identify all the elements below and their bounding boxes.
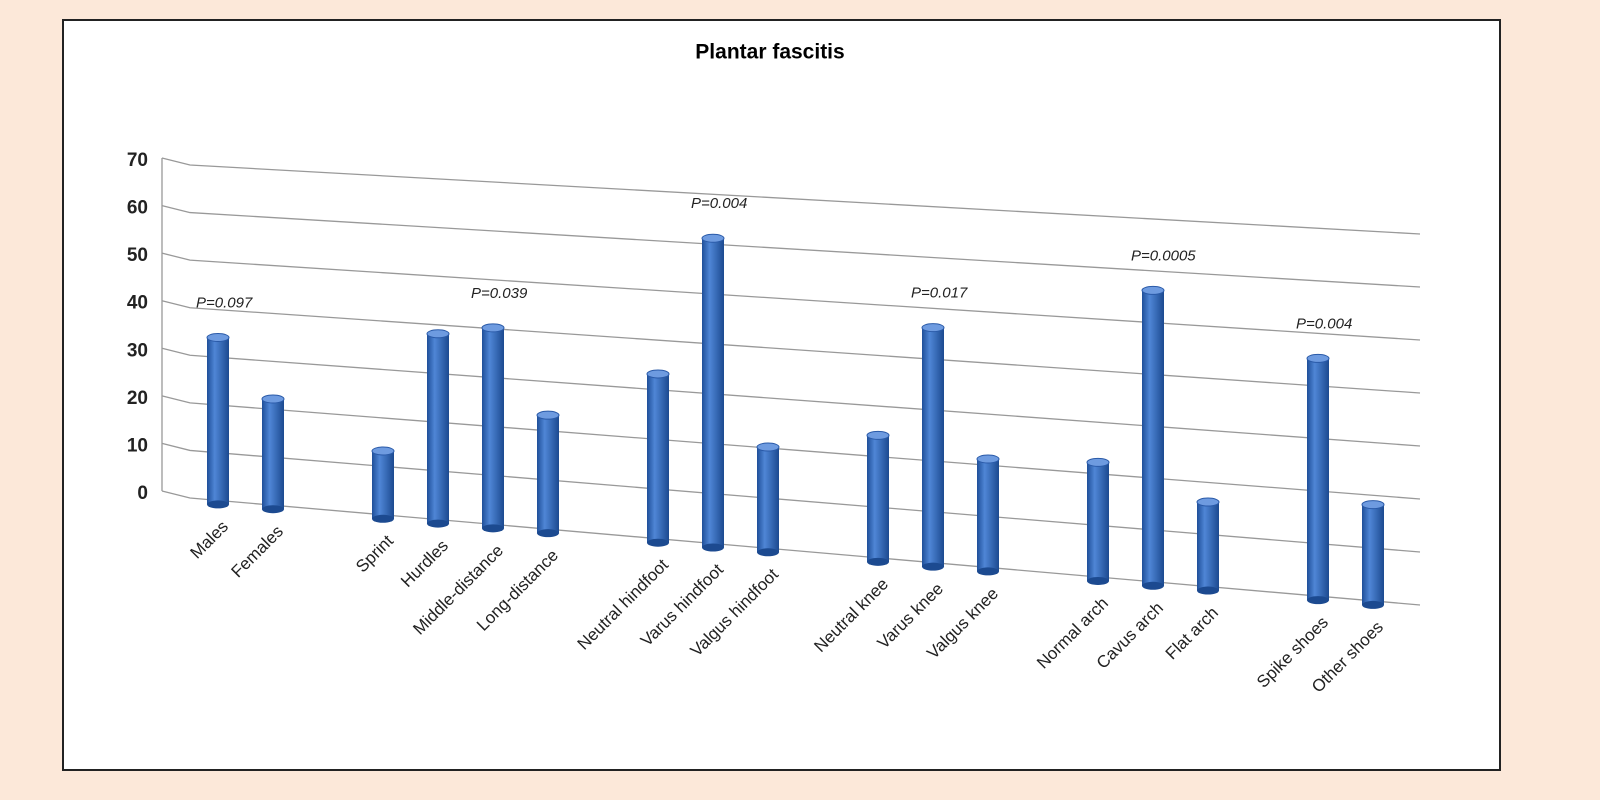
bar [977, 459, 999, 572]
bar [1142, 290, 1164, 586]
grid-line [161, 490, 1421, 606]
bar-top [481, 323, 505, 333]
y-tick-label: 50 [127, 245, 148, 266]
y-tick-label: 20 [127, 388, 148, 409]
bar-top [371, 446, 395, 456]
grid-line [161, 300, 1421, 394]
bar-base [1307, 596, 1329, 605]
bar [427, 333, 449, 524]
bar [372, 450, 394, 519]
bar [1307, 358, 1329, 601]
bar-top [756, 442, 780, 452]
bar [482, 327, 504, 529]
bar [262, 398, 284, 510]
bar-base [977, 567, 999, 576]
bar [1197, 502, 1219, 591]
bar-top [1196, 497, 1220, 507]
grid-line [161, 252, 1421, 341]
bar [867, 435, 889, 562]
bar-base [427, 519, 449, 528]
bar-top [646, 369, 670, 379]
bar-base [1142, 581, 1164, 590]
bar-base [1087, 576, 1109, 585]
y-tick-label: 40 [127, 293, 148, 314]
bar-base [482, 524, 504, 533]
bar-base [1197, 586, 1219, 595]
bar [702, 238, 724, 548]
y-tick-label: 70 [127, 150, 148, 171]
grid-line [161, 347, 1421, 447]
y-tick-label: 30 [127, 340, 148, 361]
bar-top [1141, 285, 1165, 295]
annotation: P=0.004 [691, 195, 747, 212]
chart-frame [62, 19, 1501, 771]
chart-title: Plantar fascitis [695, 41, 844, 64]
bar [922, 327, 944, 567]
bar [1087, 462, 1109, 581]
bar [207, 337, 229, 505]
bar-base [757, 548, 779, 557]
bar [757, 447, 779, 553]
bar-top [976, 454, 1000, 464]
bar-base [867, 557, 889, 566]
bar-top [1306, 353, 1330, 363]
bar-base [702, 543, 724, 552]
annotation: P=0.004 [1296, 315, 1352, 332]
y-tick-label: 0 [137, 483, 148, 504]
grid-line [161, 442, 1421, 553]
bar-base [207, 500, 229, 509]
grid-line [161, 157, 1421, 235]
bar-base [647, 538, 669, 547]
annotation: P=0.039 [471, 285, 528, 302]
grid-line [161, 395, 1421, 500]
y-tick-label: 10 [127, 435, 148, 456]
bar-base [922, 562, 944, 571]
bar-top [1361, 500, 1385, 510]
bar-base [1362, 600, 1384, 609]
bar-base [537, 529, 559, 538]
grid-line [161, 204, 1421, 288]
bar-top [866, 430, 890, 440]
bar [537, 415, 559, 534]
bar [647, 373, 669, 543]
bar-top [1086, 457, 1110, 467]
annotation: P=0.097 [196, 294, 253, 311]
annotation: P=0.017 [911, 285, 968, 302]
bar-top [426, 329, 450, 339]
bar [1362, 504, 1384, 605]
bar-top [261, 394, 285, 404]
bar-top [701, 233, 725, 243]
annotation: P=0.0005 [1131, 247, 1196, 264]
bar-base [262, 505, 284, 514]
y-tick-label: 60 [127, 198, 148, 219]
bar-top [921, 323, 945, 333]
bar-base [372, 514, 394, 523]
bar-top [206, 333, 230, 343]
bar-top [536, 410, 560, 420]
